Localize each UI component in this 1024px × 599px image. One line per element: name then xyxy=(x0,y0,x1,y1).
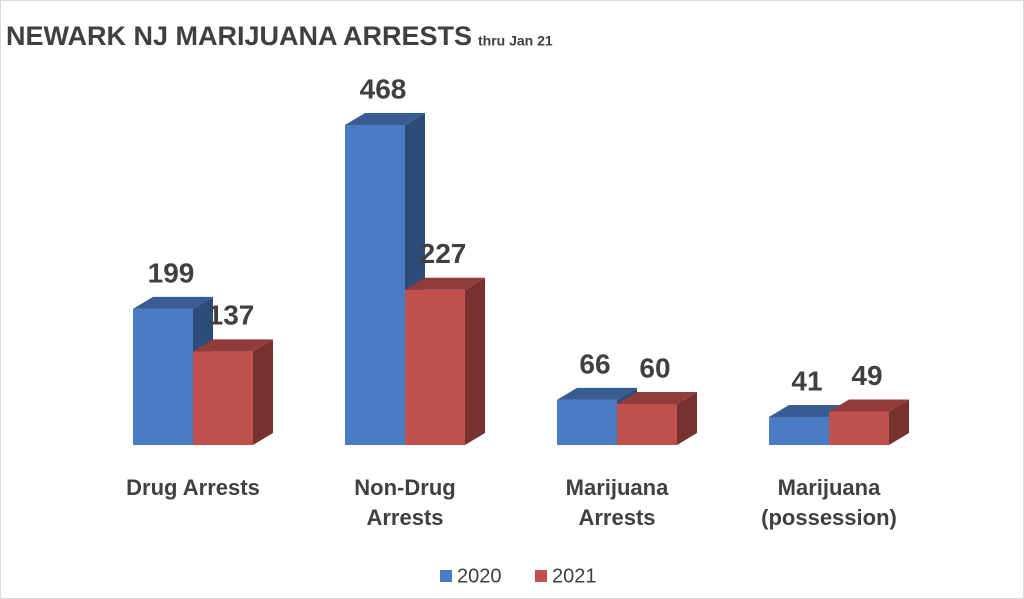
bar xyxy=(193,351,253,445)
legend-label: 2020 xyxy=(457,565,502,587)
bar-side xyxy=(889,399,909,445)
value-label: 137 xyxy=(208,300,255,331)
bar xyxy=(557,399,617,445)
category-label: Non-Drug Arrests xyxy=(354,475,456,530)
chart-title: NEWARK NJ MARIJUANA ARRESTS xyxy=(6,21,472,51)
legend-swatch xyxy=(535,570,547,582)
bar xyxy=(405,289,465,445)
category-label: Marijuana Arrests xyxy=(565,475,669,530)
bar-top xyxy=(405,277,485,290)
value-label: 66 xyxy=(579,348,610,379)
value-label: 227 xyxy=(420,238,467,269)
bar-top xyxy=(617,391,697,404)
bar-top xyxy=(829,399,909,412)
value-label: 60 xyxy=(639,352,670,383)
bar-side xyxy=(465,277,485,445)
bar xyxy=(133,308,193,445)
bar xyxy=(345,125,405,445)
bar-top xyxy=(345,113,425,125)
bar xyxy=(769,416,829,445)
bar-side xyxy=(253,339,273,445)
chart-subtitle: thru Jan 21 xyxy=(478,33,553,49)
value-label: 468 xyxy=(360,73,407,104)
bar-top xyxy=(193,339,273,352)
legend-swatch xyxy=(440,570,452,582)
value-label: 49 xyxy=(851,360,882,391)
category-label: Marijuana (possession) xyxy=(761,475,897,530)
bar-top xyxy=(557,387,637,400)
value-label: 41 xyxy=(791,365,822,396)
category-label: Drug Arrests xyxy=(126,475,260,500)
bar xyxy=(829,411,889,445)
bar xyxy=(617,403,677,445)
legend-label: 2021 xyxy=(552,565,597,587)
bar-side xyxy=(677,391,697,445)
value-label: 199 xyxy=(148,257,195,288)
bar-top xyxy=(133,296,213,309)
